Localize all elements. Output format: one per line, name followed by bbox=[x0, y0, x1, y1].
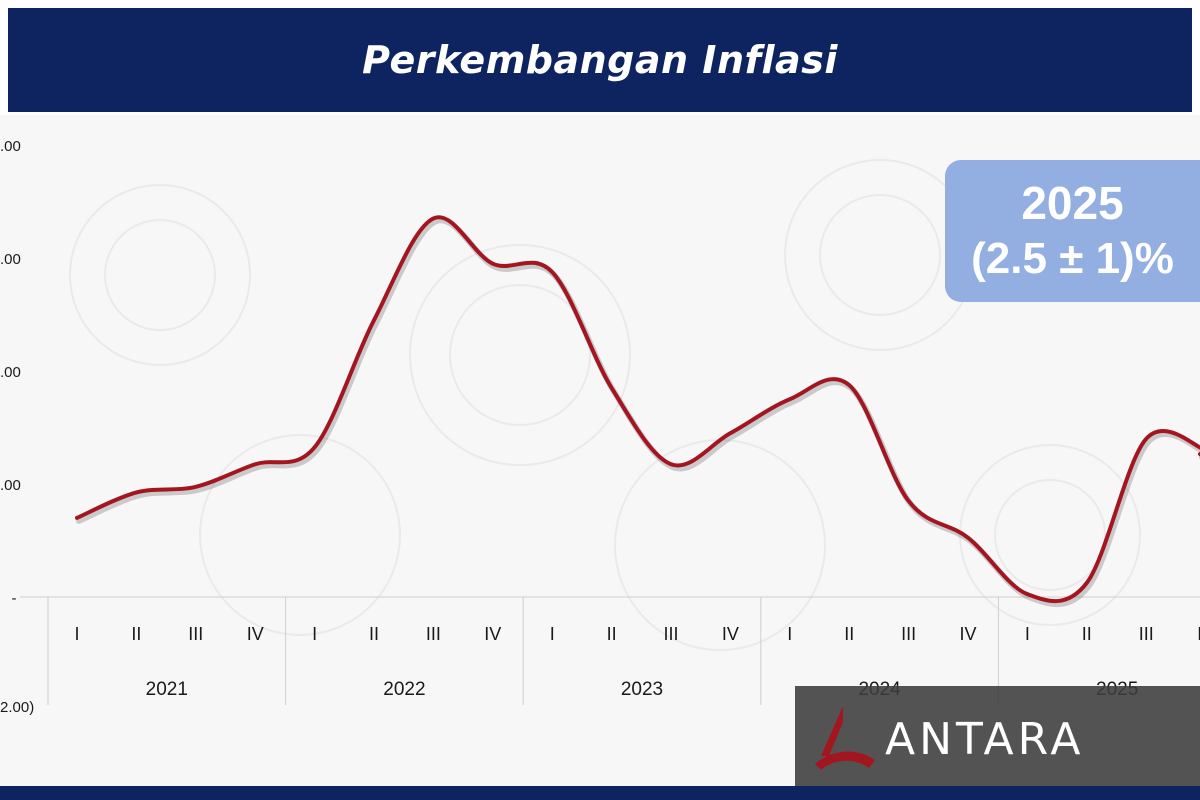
quarter-tick-label: IV bbox=[959, 624, 976, 644]
page-title: Perkembangan Inflasi bbox=[362, 38, 838, 82]
quarter-tick-label: I bbox=[312, 624, 317, 644]
quarter-tick-label: I bbox=[1025, 624, 1030, 644]
quarter-tick-label: IV bbox=[247, 624, 264, 644]
watermark-text: ANTARA bbox=[885, 714, 1085, 765]
quarter-tick-label: II bbox=[607, 624, 617, 644]
quarter-tick-label: IV bbox=[484, 624, 501, 644]
quarter-tick-label: IV bbox=[1197, 624, 1200, 644]
y-tick-label: .00 bbox=[0, 251, 21, 268]
antara-logo-icon bbox=[815, 706, 875, 770]
quarter-tick-label: III bbox=[426, 624, 441, 644]
quarter-tick-label: III bbox=[663, 624, 678, 644]
year-label: 2023 bbox=[621, 679, 663, 700]
quarter-tick-label: II bbox=[1082, 624, 1092, 644]
quarter-tick-label: III bbox=[1139, 624, 1154, 644]
quarter-tick-label: III bbox=[188, 624, 203, 644]
year-label: 2022 bbox=[383, 679, 425, 700]
quarter-tick-label: III bbox=[901, 624, 916, 644]
inflation-series-line bbox=[75, 215, 1200, 604]
badge-range: (2.5 ± 1)% bbox=[971, 234, 1174, 283]
quarter-tick-label: II bbox=[131, 624, 141, 644]
quarter-tick-label: I bbox=[550, 624, 555, 644]
quarter-tick-label: I bbox=[74, 624, 79, 644]
chart-background-pattern bbox=[69, 159, 1141, 651]
badge-year: 2025 bbox=[1021, 177, 1124, 229]
title-bar: Perkembangan Inflasi bbox=[8, 8, 1192, 112]
quarter-tick-label: IV bbox=[722, 624, 739, 644]
header: Perkembangan Inflasi bbox=[0, 0, 1200, 115]
year-label: 2021 bbox=[146, 679, 188, 700]
bottom-bar bbox=[0, 786, 1200, 800]
quarter-tick-label: II bbox=[844, 624, 854, 644]
y-tick-label: .00 bbox=[0, 477, 21, 494]
y-tick-label: .00 bbox=[0, 364, 21, 381]
quarter-tick-label: II bbox=[369, 624, 379, 644]
y-tick-label: .00 bbox=[0, 138, 21, 155]
y-tick-label: - bbox=[12, 590, 17, 607]
quarter-tick-label: I bbox=[787, 624, 792, 644]
antara-watermark: ANTARA bbox=[795, 686, 1200, 786]
y-tick-label: 2.00) bbox=[0, 699, 34, 716]
target-badge: 2025 (2.5 ± 1)% bbox=[945, 160, 1200, 302]
